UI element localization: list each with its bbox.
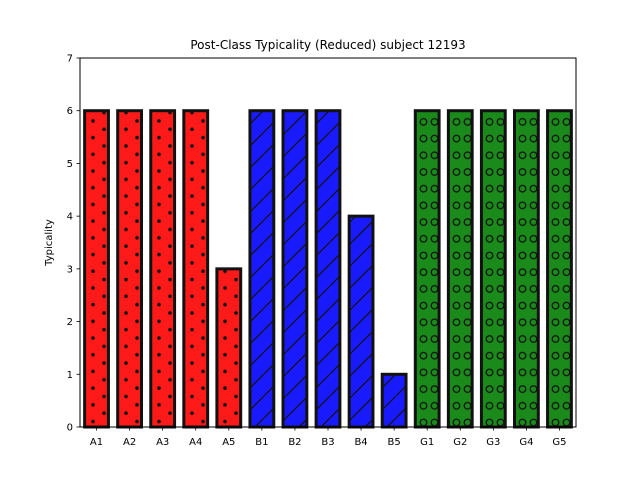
bar-hatch-g1 — [413, 109, 441, 429]
bar-hatch-a4 — [182, 109, 210, 429]
bar-hatch-a2 — [116, 109, 144, 429]
bar-hatch-b5 — [380, 372, 408, 429]
y-tick-label-7: 7 — [67, 54, 73, 65]
x-tick-label-a2: A2 — [123, 437, 136, 448]
y-tick-label-1: 1 — [67, 370, 73, 381]
bar-hatch-b4 — [347, 214, 375, 429]
bar-hatch-g3 — [479, 109, 507, 429]
bar-hatch-b3 — [314, 109, 342, 429]
bar-hatch-a5 — [215, 267, 243, 429]
x-tick-label-a5: A5 — [222, 437, 235, 448]
y-tick-label-5: 5 — [67, 159, 73, 170]
y-axis-title: Typicality — [44, 219, 55, 267]
x-tick-label-g5: G5 — [552, 437, 566, 448]
x-tick-label-g1: G1 — [420, 437, 434, 448]
bar-hatch-b1 — [248, 109, 276, 429]
x-tick-label-g4: G4 — [519, 437, 533, 448]
bar-hatch-a1 — [83, 109, 110, 429]
x-tick-label-b1: B1 — [255, 437, 268, 448]
x-tick-label-b3: B3 — [321, 437, 334, 448]
x-tick-label-b4: B4 — [354, 437, 367, 448]
chart-title: Post-Class Typicality (Reduced) subject … — [190, 38, 465, 52]
x-tick-label-a3: A3 — [156, 437, 169, 448]
y-tick-label-6: 6 — [67, 106, 73, 117]
x-tick-label-a4: A4 — [189, 437, 202, 448]
bar-hatch-g5 — [546, 109, 573, 429]
bar-hatch-b2 — [281, 109, 309, 429]
x-tick-label-b5: B5 — [388, 437, 401, 448]
y-tick-label-4: 4 — [67, 212, 73, 223]
x-tick-label-a1: A1 — [90, 437, 103, 448]
y-tick-label-3: 3 — [67, 264, 73, 275]
bar-hatch-g4 — [512, 109, 540, 429]
y-axis: 0 1 2 3 4 5 6 7 — [67, 54, 80, 434]
y-tick-label-2: 2 — [67, 317, 73, 328]
x-tick-label-g2: G2 — [453, 437, 467, 448]
bar-hatch-g2 — [446, 109, 474, 429]
bars-layer — [83, 109, 573, 429]
bar-hatch-a3 — [149, 109, 177, 429]
x-tick-label-b2: B2 — [288, 437, 301, 448]
x-axis: A1 A2 A3 A4 A5 B1 B2 B3 B4 B5 G1 G2 G3 G4 G5 — [90, 427, 567, 448]
x-tick-label-g3: G3 — [486, 437, 500, 448]
y-tick-label-0: 0 — [67, 423, 73, 434]
